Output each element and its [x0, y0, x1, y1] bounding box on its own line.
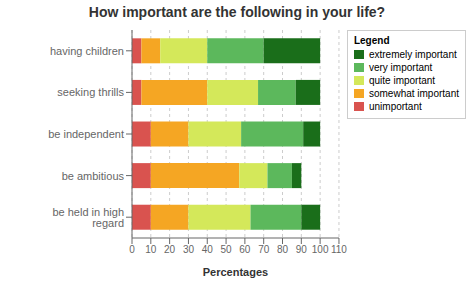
html-text:somewhat important: somewhat important [369, 88, 459, 99]
svg-text:90: 90 [296, 244, 308, 255]
svg-text:50: 50 [221, 244, 233, 255]
svg-text:30: 30 [183, 244, 195, 255]
svg-text:Percentages: Percentages [203, 266, 268, 278]
svg-text:be independent: be independent [48, 128, 124, 140]
html-text:quite important: quite important [369, 75, 436, 86]
svg-text:60: 60 [239, 244, 251, 255]
html-text:Legend: Legend [354, 35, 390, 46]
svg-text:40: 40 [202, 244, 214, 255]
html-text:extremely important: extremely important [369, 49, 457, 60]
svg-text:0: 0 [129, 244, 135, 255]
svg-text:having children: having children [50, 45, 124, 57]
svg-text:seeking thrills: seeking thrills [57, 86, 124, 98]
svg-text:be held in highregard: be held in highregard [52, 206, 124, 229]
svg-text:be ambitious: be ambitious [62, 170, 125, 182]
svg-text:100: 100 [312, 244, 329, 255]
html-text:How important are the followin: How important are the following in your … [88, 4, 386, 20]
svg-text:20: 20 [164, 244, 176, 255]
svg-text:70: 70 [258, 244, 270, 255]
html-text:unimportant: unimportant [369, 101, 422, 112]
html-text:very important: very important [369, 62, 433, 73]
svg-text:110: 110 [331, 244, 347, 255]
svg-text:80: 80 [277, 244, 289, 255]
svg-text:10: 10 [145, 244, 157, 255]
